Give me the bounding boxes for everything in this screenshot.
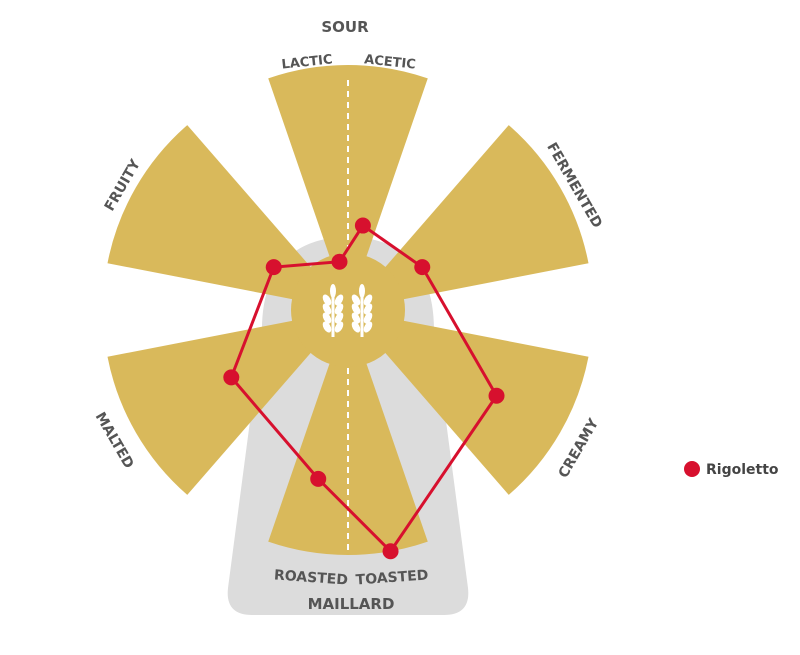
data-point-malted[interactable]	[223, 369, 240, 386]
hub	[291, 253, 405, 367]
wheat-stem	[360, 292, 364, 337]
wheat-stem	[331, 292, 335, 337]
wheat-grain	[322, 321, 332, 333]
group-label-sour: SOUR	[321, 18, 369, 36]
legend-label: Rigoletto	[706, 462, 779, 478]
wheat-grain	[334, 303, 344, 315]
axis-label-lactic: LACTIC	[281, 52, 333, 72]
blade-0	[268, 65, 428, 310]
wheat-grain	[363, 312, 373, 324]
data-point-acetic[interactable]	[354, 217, 371, 234]
blade-1	[348, 125, 589, 310]
group-label-maillard: MAILLARD	[308, 595, 395, 613]
wheat-grain	[363, 294, 373, 306]
wheat-grain	[363, 303, 373, 315]
axis-label-toasted: TOASTED	[355, 567, 429, 588]
wheat-icon	[322, 284, 373, 337]
axis-label-acetic: ACETIC	[363, 52, 416, 72]
data-point-roasted[interactable]	[310, 470, 327, 487]
wheat-grain	[359, 284, 365, 298]
wheat-grain	[330, 284, 336, 298]
wheat-grain	[322, 294, 332, 306]
data-point-creamy[interactable]	[488, 387, 505, 404]
wheat-grain	[334, 312, 344, 324]
wheat-grain	[351, 312, 361, 324]
data-point-fermented[interactable]	[414, 259, 431, 276]
flavor-blades	[107, 65, 589, 555]
legend[interactable]: Rigoletto	[684, 461, 779, 478]
blade-5	[107, 125, 348, 310]
wheat-grain	[351, 321, 361, 333]
legend-marker	[684, 461, 700, 477]
blade-3	[268, 310, 428, 555]
data-point-lactic[interactable]	[331, 253, 348, 270]
wheat-grain	[334, 294, 344, 306]
series-rigoletto	[223, 217, 505, 560]
blade-4	[107, 310, 348, 495]
data-point-fruity[interactable]	[265, 259, 282, 276]
wheat-grain	[334, 321, 344, 333]
wheat-grain	[322, 303, 332, 315]
wheat-grain	[351, 294, 361, 306]
data-point-toasted[interactable]	[382, 543, 399, 560]
blade-2	[348, 310, 589, 495]
wheat-grain	[363, 321, 373, 333]
wheat-grain	[322, 312, 332, 324]
wheat-grain	[351, 303, 361, 315]
axis-label-roasted: ROASTED	[273, 567, 348, 588]
